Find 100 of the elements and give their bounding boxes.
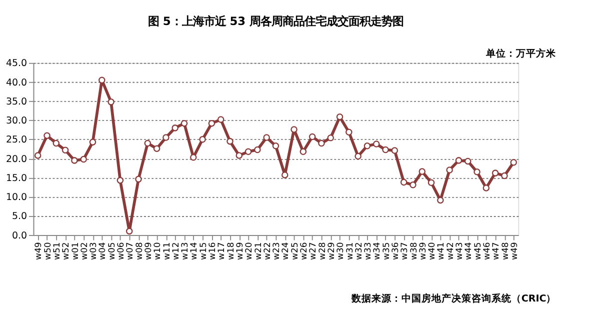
source-note: 数据来源：中国房地产决策咨询系统（CRIC） (350, 292, 556, 305)
point (263, 134, 270, 141)
point (199, 136, 206, 143)
text: 单位：万平方米 (485, 47, 558, 60)
x-tick-label: w45 (473, 242, 484, 260)
point (80, 156, 87, 163)
point (318, 140, 325, 147)
x-tick-label: w41 (436, 242, 447, 260)
x-tick-label: w06 (116, 242, 127, 260)
x-tick-label: w03 (89, 242, 100, 260)
point (455, 157, 462, 164)
point (172, 124, 178, 132)
point (474, 168, 480, 176)
x-tick-label: w37 (400, 242, 410, 260)
x-tick-label: w50 (43, 242, 54, 260)
y-tick-label: 35.0 (6, 96, 28, 108)
x-tick-label: w26 (300, 242, 310, 260)
point (126, 228, 133, 235)
point (226, 138, 234, 145)
point (34, 152, 42, 159)
point (116, 176, 124, 184)
x-tick-label: w21 (254, 242, 264, 260)
point (190, 154, 197, 161)
point (52, 140, 60, 147)
x-tick-label: w04 (98, 242, 108, 260)
point (162, 134, 170, 141)
x-tick-label: w13 (180, 242, 191, 260)
point (108, 98, 114, 106)
point (482, 184, 490, 192)
y-tick-label: 10.0 (6, 192, 28, 204)
point (510, 158, 517, 166)
x-tick-label: w52 (62, 242, 72, 260)
x-tick-label: w18 (226, 242, 236, 260)
y-tick-label: 15.0 (6, 172, 28, 184)
x-tick-label: w19 (235, 242, 246, 260)
y-tick-label: 30.0 (6, 116, 28, 127)
point (446, 166, 453, 174)
x-tick-label: w43 (455, 242, 466, 260)
y-tick-label: 45.0 (6, 58, 28, 70)
x-tick-label: w12 (171, 242, 182, 260)
x-tick-label: w31 (345, 242, 356, 260)
x-tick-label: w08 (134, 242, 145, 260)
x-tick-label: w27 (308, 242, 319, 260)
point (464, 158, 472, 165)
point (492, 170, 499, 176)
x-tick-label: w05 (107, 242, 118, 260)
x-tick-label: w49 (510, 242, 520, 260)
point (44, 132, 50, 139)
point (254, 146, 261, 154)
x-tick-label: w38 (409, 242, 420, 260)
x-tick-label: w46 (482, 242, 492, 260)
x-tick-label: w35 (382, 242, 392, 260)
x-tick-label: w22 (262, 242, 273, 260)
point (428, 179, 435, 186)
point (208, 120, 216, 127)
point (290, 126, 298, 133)
x-tick-label: w09 (144, 242, 154, 260)
point (217, 116, 224, 123)
x-tick-label: w49 (34, 242, 44, 260)
x-tick-label: w15 (198, 242, 209, 260)
point (98, 76, 106, 84)
x-tick-label: w16 (208, 242, 218, 260)
point (300, 148, 307, 156)
point (327, 134, 334, 142)
x-tick-label: w34 (372, 242, 383, 260)
point (180, 120, 188, 127)
point (272, 142, 280, 150)
x-tick-label: w47 (492, 242, 502, 260)
x-tick-label: w20 (244, 242, 255, 260)
y-tick-label: 25.0 (6, 134, 28, 146)
point (346, 128, 352, 136)
y-tick-label: 20.0 (6, 154, 28, 165)
x-tick-label: w02 (80, 242, 90, 260)
x-tick-label: w24 (281, 242, 292, 260)
x-tick-label: w28 (318, 242, 328, 260)
point (135, 176, 142, 183)
x-tick-label: w39 (418, 242, 428, 260)
point (410, 182, 416, 188)
point (89, 138, 96, 146)
point (382, 146, 389, 154)
x-tick-label: w14 (190, 242, 200, 260)
point (437, 196, 444, 204)
x-tick-label: w40 (428, 242, 438, 260)
x-tick-label: w32 (354, 242, 364, 260)
point (501, 172, 508, 180)
x-tick-label: w01 (70, 242, 81, 260)
x-tick-label: w07 (126, 242, 136, 260)
point (281, 172, 288, 178)
point (236, 152, 243, 159)
point (391, 147, 398, 154)
x-tick-label: w23 (272, 242, 282, 260)
y-tick-label: 5.0 (12, 211, 28, 222)
point (354, 152, 362, 160)
point (62, 146, 69, 154)
chart-title: 图 5：上海市近 53 周各周商品住宅成交面积走势图 (148, 14, 404, 28)
point (400, 178, 408, 186)
point (308, 133, 316, 140)
x-tick-label: w11 (162, 242, 172, 260)
x-tick-label: w48 (500, 242, 511, 260)
x-tick-label: w44 (464, 242, 474, 260)
